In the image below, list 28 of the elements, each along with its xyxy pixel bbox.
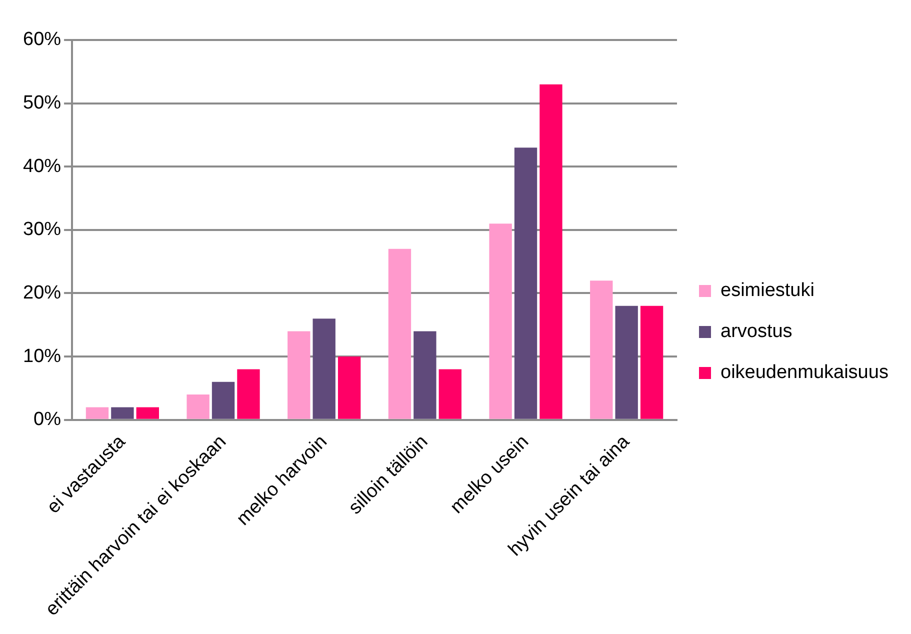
y-tick-label: 50%	[22, 92, 62, 114]
bar	[540, 84, 562, 419]
y-tick-label: 60%	[22, 29, 62, 50]
bar	[615, 306, 638, 419]
bar	[111, 407, 134, 419]
bar	[640, 306, 664, 419]
y-tick-label: 40%	[22, 156, 62, 177]
legend-label: oikeudenmukaisuus	[720, 362, 888, 384]
bar	[86, 407, 109, 419]
bar	[514, 148, 538, 419]
bar	[414, 331, 436, 419]
bar	[489, 224, 512, 419]
bar	[312, 318, 336, 419]
y-tick-label: 0%	[34, 409, 62, 430]
bar	[186, 394, 210, 419]
y-tick-label: 30%	[22, 219, 62, 240]
legend-label: esimiestuki	[720, 280, 814, 302]
y-tick-label: 20%	[22, 282, 62, 304]
bar	[288, 331, 310, 419]
y-tick-label: 10%	[22, 346, 62, 367]
bar	[338, 356, 361, 419]
bar	[590, 280, 613, 419]
legend-label: arvostus	[720, 321, 792, 342]
bar	[212, 382, 235, 419]
bar	[388, 248, 412, 419]
bar	[438, 369, 462, 419]
bar	[136, 407, 159, 419]
bar	[237, 369, 260, 419]
